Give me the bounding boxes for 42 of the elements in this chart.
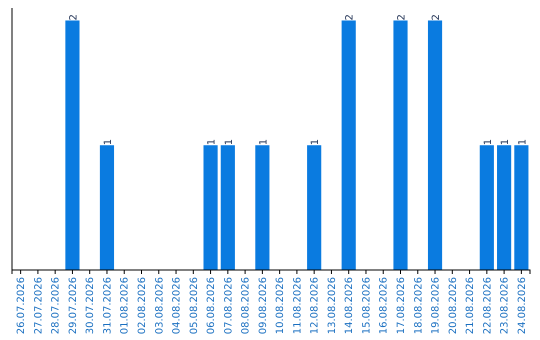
x-tick-label: 08.08.2026 [240,277,252,334]
data-label: 1 [500,138,512,146]
x-tick-label: 12.08.2026 [310,277,321,334]
x-tick-label: 14.08.2026 [344,277,356,334]
x-tick-label: 23.08.2026 [500,277,511,334]
x-tick-label: 22.08.2026 [482,277,494,334]
x-tick-label: 16.08.2026 [378,277,390,334]
data-label: 2 [68,14,80,20]
x-tick-label: 04.08.2026 [172,277,183,334]
x-tick-label: 21.08.2026 [465,277,476,334]
x-tick-label: 26.07.2026 [16,277,28,334]
data-label: 2 [344,14,356,20]
x-tick-label: 24.08.2026 [516,277,528,334]
x-tick-label: 29.07.2026 [68,277,79,334]
x-tick-label: 03.08.2026 [154,277,166,334]
x-tick-label: 09.08.2026 [258,277,269,334]
data-label: 2 [431,14,442,20]
x-tick-label: 11.08.2026 [292,277,304,334]
x-tick-label: 17.08.2026 [396,277,407,334]
x-tick-label: 05.08.2026 [188,277,200,334]
data-label: 1 [258,138,270,146]
data-label: 1 [224,138,235,146]
data-label: 1 [206,138,218,146]
x-tick-label: 30.07.2026 [85,277,96,334]
x-tick-label: 10.08.2026 [275,277,286,334]
x-tick-label: 20.08.2026 [448,277,459,334]
data-label: 2 [396,14,408,20]
x-tick-label: 31.07.2026 [102,277,114,334]
x-tick-label: 01.08.2026 [120,277,131,334]
x-tick-label: 19.08.2026 [430,277,442,334]
x-tick-label: 28.07.2026 [50,277,62,334]
data-label: 1 [517,138,528,146]
data-label: 1 [482,138,494,146]
x-tick-label: 02.08.2026 [137,277,148,334]
x-tick-label: 15.08.2026 [361,277,372,334]
x-tick-label: 06.08.2026 [206,277,218,334]
x-tick-label: 07.08.2026 [223,277,234,334]
data-label: 1 [102,138,114,146]
data-label: 1 [310,138,322,146]
x-tick-label: 27.07.2026 [33,277,44,334]
x-tick-label: 18.08.2026 [413,277,424,334]
x-tick-label: 13.08.2026 [326,277,338,334]
